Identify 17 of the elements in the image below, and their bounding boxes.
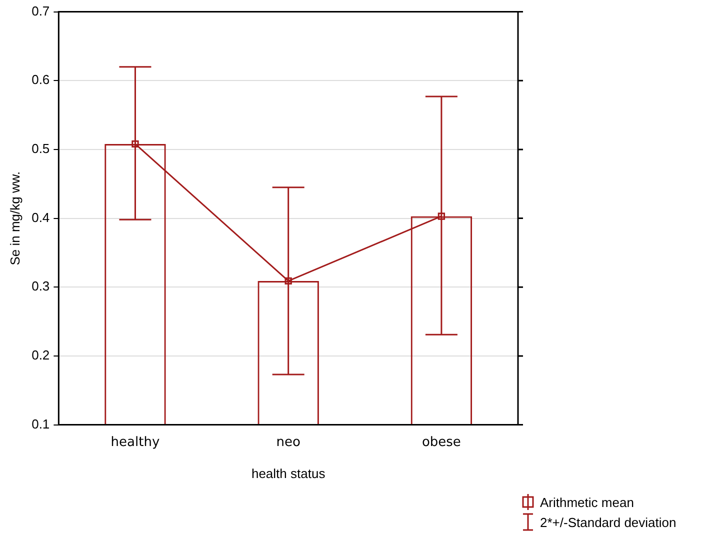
point: [132, 140, 139, 148]
y-tick-label: 0.3: [32, 278, 50, 294]
y-axis-title: Se in mg/kg ww.: [7, 171, 22, 266]
point: [438, 212, 446, 220]
legend-label: Arithmetic mean: [540, 494, 634, 510]
y-tick-label: 0.6: [32, 72, 50, 88]
y-tick-label: 0.4: [32, 210, 50, 225]
y-tick-label: 0.7: [32, 3, 50, 18]
point: [284, 277, 292, 285]
y-tick-label: 0.5: [32, 141, 50, 156]
y-tick-label: 0.2: [32, 348, 50, 363]
y-tick-label: 0.1: [32, 416, 50, 432]
x-tick-label: healthy: [110, 434, 160, 450]
x-axis-title: health status: [251, 466, 326, 481]
x-tick-label: obese: [422, 434, 461, 450]
text: 2*+/-Standard deviation: [540, 514, 676, 530]
x-tick-label: neo: [276, 434, 300, 450]
